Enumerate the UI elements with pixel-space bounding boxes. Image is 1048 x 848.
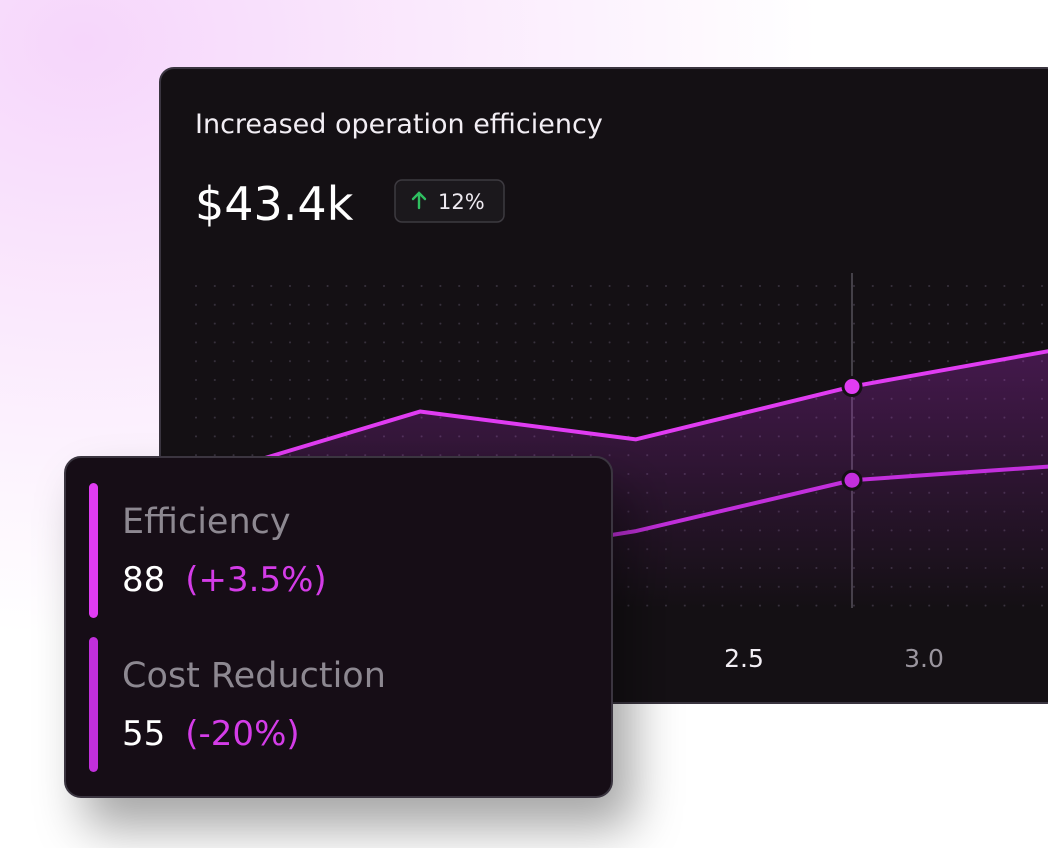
hover-point [841,376,863,398]
item-value: 55 [122,714,165,754]
badge [394,179,505,223]
item-change: (-20%) [185,714,299,754]
amount: $43.4k [195,177,354,231]
item-label: Efficiency [122,502,291,542]
x-tick-label: 3.0 [904,644,944,673]
tooltip-panel [64,456,613,798]
hover-point [841,469,863,491]
up-arrow [411,191,427,210]
item-value: 88 [122,560,165,600]
badge-text: 12% [438,190,485,214]
series-line [203,345,1048,479]
item-label: Cost Reduction [122,656,386,696]
card-title: Increased operation efficiency [195,109,603,140]
series-marker [89,483,98,618]
x-tick-label: 2.5 [724,644,764,673]
tooltip: Efficiency 88 (+3.5%) Cost Reduction 55 (-20%… [64,456,613,798]
item-change: (+3.5%) [185,560,326,600]
series-marker [89,637,98,772]
